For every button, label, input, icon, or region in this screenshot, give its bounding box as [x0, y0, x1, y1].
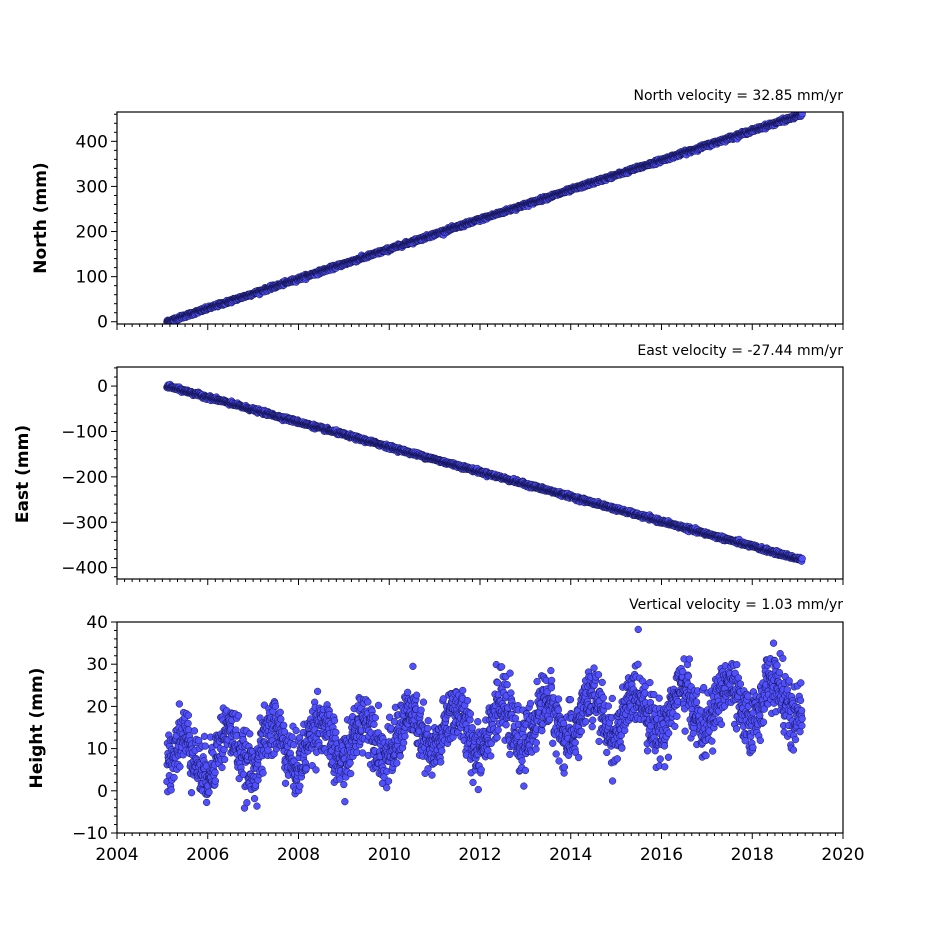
east-y-tick-label: −100 — [61, 422, 108, 442]
east-data-point — [798, 554, 806, 563]
east-y-tick-label: −200 — [61, 468, 108, 488]
north-y-tick-label: 200 — [76, 223, 108, 243]
east-y-axis-label: East (mm) — [13, 425, 33, 523]
east-velocity-label: East velocity = -27.44 mm/yr — [637, 343, 843, 359]
north-y-tick-label: 100 — [76, 268, 108, 288]
north-y-tick-label: 300 — [76, 177, 108, 197]
north-velocity-label: North velocity = 32.85 mm/yr — [633, 88, 843, 104]
east-y-tick-label: −300 — [61, 513, 108, 533]
north-points — [163, 112, 806, 324]
east-y-tick-label: 0 — [97, 377, 108, 397]
north-y-tick-label: 0 — [97, 313, 108, 333]
east-y-tick-label: −400 — [61, 559, 108, 579]
north-data-point — [798, 112, 806, 118]
north-panel: North velocity = 32.85 mm/yr North (mm) … — [31, 88, 844, 333]
north-y-tick-label: 400 — [76, 132, 108, 152]
north-y-axis-label: North (mm) — [31, 162, 51, 273]
east-points — [163, 380, 806, 565]
east-panel: East velocity = -27.44 mm/yr East (mm) 0… — [13, 343, 844, 585]
